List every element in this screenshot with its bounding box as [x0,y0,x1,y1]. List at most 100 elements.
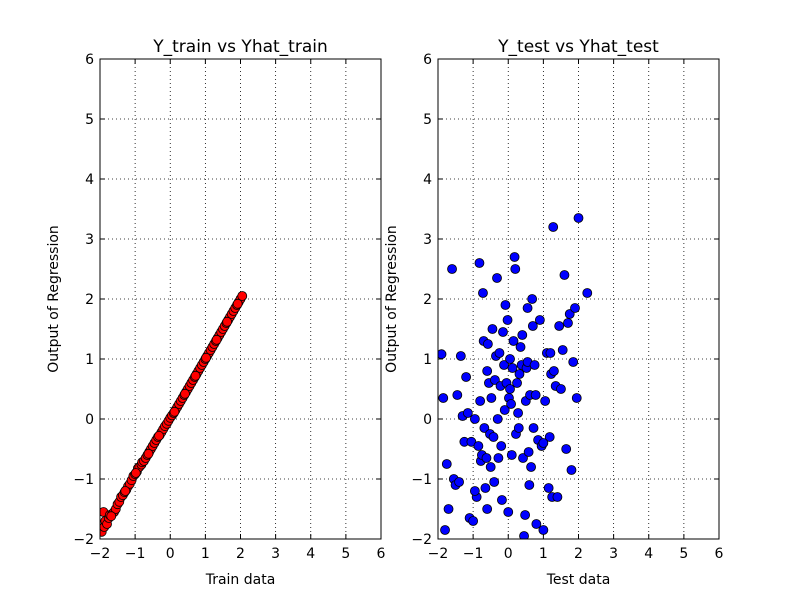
y-tick-label: −2 [411,532,432,548]
x-tick-label: −1 [463,546,484,562]
data-point [106,511,117,522]
x-tick-label: 2 [574,546,583,562]
data-point [508,336,519,346]
subplot-2: −2 −1 0 1 2 3 4 5 6 −2 −1 0 1 2 3 4 5 6 Y_test vs Yhat_tes… [384,37,724,588]
data-point [523,447,534,457]
y-tick-label: 1 [423,352,432,368]
data-point [500,300,511,310]
data-point [507,363,518,373]
data-point [512,378,522,388]
data-point [222,316,233,327]
x-tick-label: 1 [539,546,548,562]
data-point [494,348,505,358]
data-point [514,369,525,379]
data-point [505,354,515,364]
data-point [440,525,450,535]
data-point [475,396,486,406]
data-point [548,222,559,232]
y-tick-label: 6 [85,52,94,68]
data-point [538,438,549,448]
y-tick-label: −1 [73,472,94,488]
data-point [201,352,211,363]
data-point [492,414,503,424]
data-point [506,399,516,409]
x-tick-label: 3 [609,546,618,562]
x-tick-label: 1 [201,546,210,562]
data-point [522,303,533,313]
data-point [517,330,528,340]
y-tick-label: 5 [85,112,94,128]
data-point [538,525,549,535]
data-point [568,357,579,367]
data-point [549,366,559,376]
x-axis-label: Train data [205,572,276,588]
x-tick-label: 4 [306,546,315,562]
x-tick-label: 3 [271,546,280,562]
data-point [468,516,479,526]
data-point [462,408,473,418]
data-point [130,468,141,478]
chart-title: Y_test vs Yhat_test [497,37,659,57]
data-point [529,360,540,370]
data-point [481,453,492,463]
data-point [492,273,502,283]
y-tick-label: 4 [423,172,432,188]
data-point [554,321,565,331]
data-point [566,465,577,475]
data-point [557,345,568,355]
data-point [473,441,484,451]
data-point [499,405,510,415]
x-tick-label: 5 [679,546,688,562]
data-point [447,264,457,274]
data-point [513,423,524,433]
x-tick-label: −2 [90,546,111,562]
y-axis-label: Output of Regression [384,225,400,373]
data-point [502,315,513,325]
y-tick-label: −2 [73,532,94,548]
data-point [482,339,493,349]
y-tick-label: 6 [423,52,432,68]
data-point [528,423,539,433]
data-point [180,388,190,399]
x-tick-label: −1 [125,546,146,562]
data-point [490,375,500,385]
x-tick-label: 0 [166,546,175,562]
data-point [452,390,463,400]
data-points [438,213,593,539]
data-point [527,321,538,331]
data-point [479,423,490,433]
data-point [505,384,515,394]
data-point [570,303,580,313]
data-point [487,324,498,334]
data-point [120,486,131,496]
y-tick-label: 0 [85,412,94,428]
data-point [515,342,526,352]
x-tick-label: 4 [644,546,653,562]
x-tick-label: 5 [341,546,350,562]
data-point [143,448,154,459]
data-point [461,372,472,382]
data-point [506,450,517,460]
data-point [482,366,493,376]
data-point [237,291,248,301]
data-point [524,480,535,490]
data-point [544,432,555,442]
data-point [513,408,523,418]
data-point [497,495,507,505]
y-tick-label: 4 [85,172,94,188]
y-tick-label: 3 [423,232,432,248]
data-point [485,462,496,472]
data-point [526,462,536,472]
data-point [443,504,454,514]
y-tick-label: 3 [85,232,94,248]
data-point [573,213,584,223]
data-point [486,393,497,403]
data-point [563,318,573,328]
data-point [527,294,538,304]
data-point [520,510,531,520]
data-point [531,519,542,529]
data-point [510,264,521,274]
data-point [496,441,507,451]
y-tick-label: 5 [423,112,432,128]
